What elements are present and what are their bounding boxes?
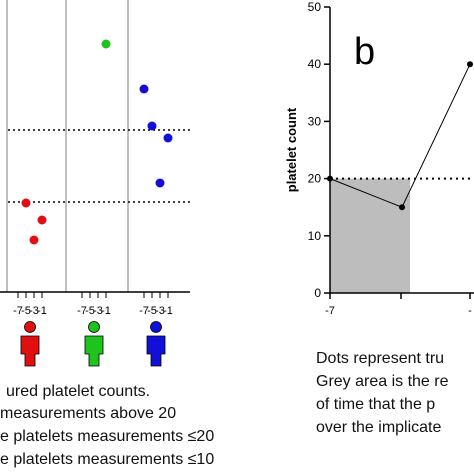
caption-line: ured platelet counts. (6, 383, 151, 400)
data-point (37, 215, 47, 225)
data-point (29, 235, 39, 245)
x-tick-label: -7 (13, 305, 23, 317)
x-tick-label: -7 (139, 305, 149, 317)
x-tick-label: -5 (21, 305, 31, 317)
data-point (399, 204, 405, 211)
person-icon (20, 321, 40, 367)
x-tick-label: -1 (101, 305, 111, 317)
x-tick-label: - (468, 305, 472, 317)
shaded-area (330, 178, 410, 293)
x-tick-label: -5 (85, 305, 95, 317)
y-tick-label: 40 (308, 57, 322, 71)
caption-line: measurements above 20 (0, 405, 177, 422)
x-tick-label: -7 (325, 305, 335, 317)
caption-line: e platelets measurements ≤20 (0, 428, 215, 445)
x-tick-label: -1 (163, 305, 173, 317)
x-tick-label: -1 (37, 305, 47, 317)
caption-line: e platelets measurements ≤10 (0, 451, 215, 468)
y-axis-title: platelet count (284, 107, 299, 192)
caption-line: over the implicate (316, 419, 442, 436)
y-tick-label: 0 (314, 286, 321, 300)
data-point (21, 198, 31, 208)
caption-line: Grey area is the re (316, 373, 449, 390)
data-point (139, 84, 149, 94)
x-tick-label: -3 (93, 305, 103, 317)
x-tick-label: -3 (155, 305, 165, 317)
y-tick-label: 20 (308, 172, 322, 186)
x-tick-label: -3 (29, 305, 39, 317)
data-point (467, 61, 473, 68)
person-icon (84, 321, 104, 367)
caption-line: of time that the p (316, 396, 436, 413)
y-tick-label: 30 (308, 114, 322, 128)
data-point (101, 39, 111, 49)
panel-letter: b (354, 31, 375, 73)
caption-line: Dots represent tru (316, 350, 445, 367)
y-tick-label: 50 (308, 0, 322, 14)
data-point (147, 121, 157, 131)
y-tick-label: 10 (308, 229, 322, 243)
data-point (155, 178, 165, 188)
data-point (327, 175, 333, 182)
person-icon (146, 321, 166, 367)
x-tick-label: -7 (77, 305, 87, 317)
data-point (163, 133, 173, 143)
x-tick-label: -5 (147, 305, 157, 317)
panel-a: -7-5-3-1 -7-5-3-1 -7-5-3-1 (0, 0, 190, 367)
panel-b: 0 10 20 30 40 50 -7 - b platelet count (284, 0, 474, 317)
